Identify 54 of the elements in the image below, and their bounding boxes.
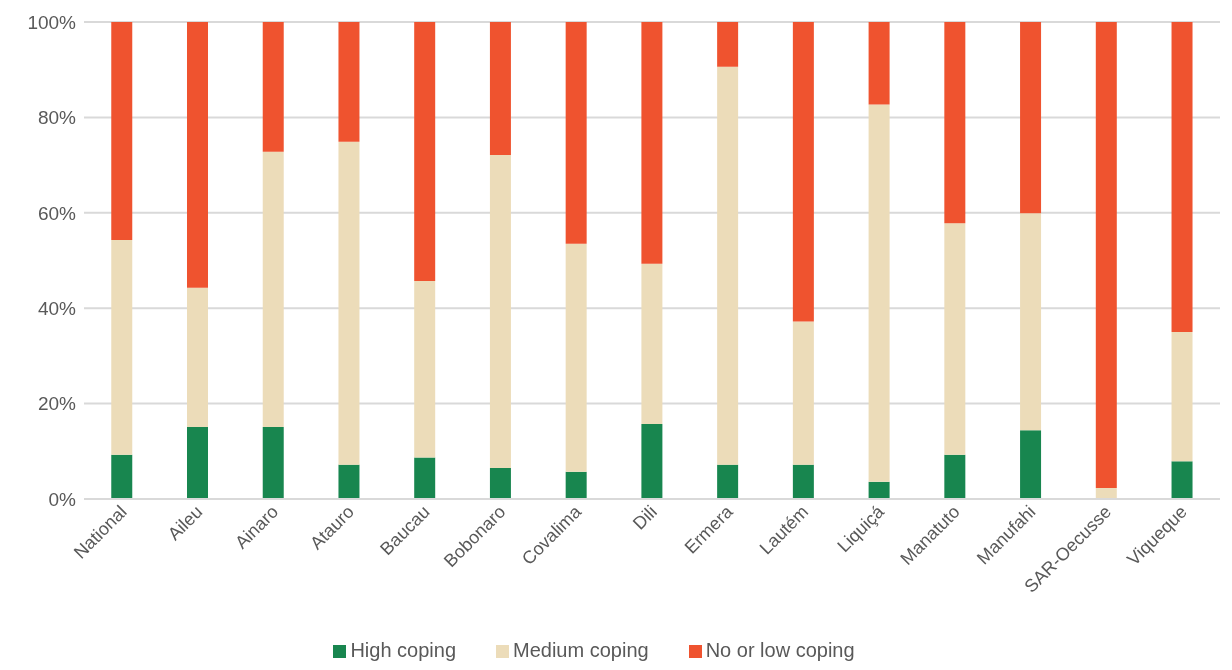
legend-label: No or low coping — [705, 639, 855, 661]
bar — [641, 22, 663, 264]
bar — [641, 424, 663, 499]
bar — [111, 454, 133, 499]
bar — [717, 66, 739, 465]
bar — [717, 464, 739, 499]
legend-label: Medium coping — [513, 639, 649, 661]
bar — [944, 223, 966, 455]
bar — [1095, 488, 1117, 499]
y-tick-label: 100% — [27, 11, 77, 33]
bar — [717, 22, 739, 67]
bar — [111, 22, 133, 240]
bar — [187, 287, 208, 427]
bar — [868, 481, 890, 499]
bar — [565, 22, 587, 244]
bar — [1020, 430, 1042, 499]
bar — [414, 457, 436, 499]
bar — [1171, 22, 1193, 333]
bar — [868, 22, 890, 105]
bar — [641, 263, 663, 425]
bar — [944, 454, 966, 499]
bar — [414, 22, 436, 282]
y-tick-label: 80% — [37, 107, 77, 129]
bar — [1020, 213, 1042, 431]
bar — [187, 22, 208, 288]
bar — [338, 22, 360, 142]
bar — [792, 464, 814, 499]
bar — [338, 464, 360, 499]
bar — [1095, 22, 1117, 489]
bar — [489, 22, 511, 156]
bar — [262, 426, 284, 499]
y-tick-label: 20% — [37, 393, 77, 415]
bar — [187, 426, 208, 499]
bar — [489, 468, 511, 499]
bar — [565, 471, 587, 499]
bar — [262, 22, 284, 152]
y-tick-label: 40% — [37, 297, 77, 319]
bar — [868, 104, 890, 482]
bar — [792, 321, 814, 465]
bar — [262, 151, 284, 427]
bar — [111, 239, 133, 455]
bar — [489, 155, 511, 468]
bar — [944, 22, 966, 224]
legend-label: High coping — [350, 639, 457, 661]
bar — [1171, 332, 1193, 462]
bar — [565, 243, 587, 472]
bar — [414, 281, 436, 458]
y-tick-label: 60% — [37, 202, 77, 224]
bar — [338, 141, 360, 465]
bar — [1171, 461, 1193, 499]
x-tick-label: Dili — [629, 501, 661, 534]
y-tick-label: 0% — [48, 488, 77, 510]
bar — [792, 22, 814, 322]
bar — [1020, 22, 1042, 214]
